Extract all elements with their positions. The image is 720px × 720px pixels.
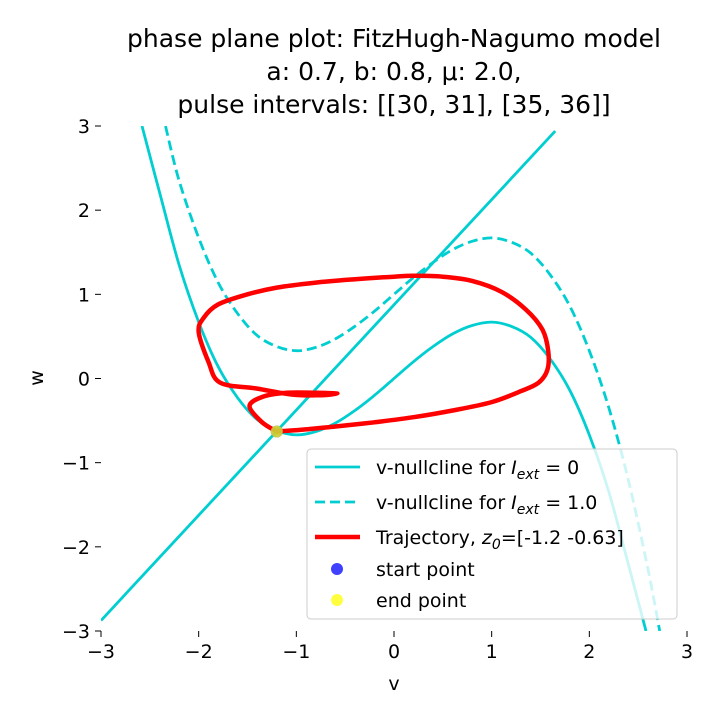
legend-swatch-start-point xyxy=(331,563,343,575)
x-tick-label: −1 xyxy=(282,641,310,663)
y-tick-label: 2 xyxy=(78,200,90,222)
axes: −3 −2 −1 0 1 2 3 −3 −2 −1 0 1 2 3 xyxy=(62,116,693,663)
legend-label-trajectory: Trajectory, z0=[-1.2 -0.63] xyxy=(375,527,624,553)
y-tick-label: −2 xyxy=(62,537,90,559)
legend-0-sub: ext xyxy=(517,467,540,483)
legend-box xyxy=(306,448,678,620)
title-line-2: a: 0.7, b: 0.8, μ: 2.0, xyxy=(266,57,521,86)
legend-1-prefix: v-nullcline for xyxy=(376,492,511,514)
legend-1-suffix: = 1.0 xyxy=(539,492,597,514)
title-line-1: phase plane plot: FitzHugh-Nagumo model xyxy=(127,24,661,53)
legend: v-nullcline for Iext = 0 v-nullcline for… xyxy=(306,448,678,620)
x-tick-label: 1 xyxy=(486,641,498,663)
plot-area xyxy=(101,126,662,631)
x-tick-label: 2 xyxy=(583,641,595,663)
series-line-3 xyxy=(196,273,552,434)
legend-label-start-point: start point xyxy=(376,559,475,581)
series-line-0 xyxy=(140,126,648,631)
legend-swatch-end-point xyxy=(331,594,343,606)
legend-1-math: I xyxy=(511,492,517,514)
legend-3-math: z xyxy=(481,527,493,549)
marker-layer xyxy=(270,425,283,438)
y-tick-label: 0 xyxy=(78,369,90,391)
legend-1-sub: ext xyxy=(517,502,540,518)
y-tick-label: −3 xyxy=(62,621,90,643)
legend-0-math: I xyxy=(511,457,517,479)
legend-label-v-nullcline-1: v-nullcline for Iext = 1.0 xyxy=(376,492,597,518)
y-tick-label: −1 xyxy=(62,453,90,475)
legend-label-end-point: end point xyxy=(376,590,466,612)
end-point-marker xyxy=(270,425,283,438)
legend-3-sub: 0 xyxy=(492,537,501,553)
y-tick-label: 3 xyxy=(78,116,90,138)
legend-0-suffix: = 0 xyxy=(539,457,579,479)
x-tick-label: −3 xyxy=(87,641,115,663)
chart-title: phase plane plot: FitzHugh-Nagumo model … xyxy=(127,24,661,119)
title-line-3: pulse intervals: [[30, 31], [35, 36]] xyxy=(177,90,610,119)
y-axis-label: w xyxy=(26,370,48,386)
x-tick-label: 0 xyxy=(388,641,400,663)
legend-3-prefix: Trajectory, xyxy=(375,527,482,549)
series-line-2 xyxy=(101,130,557,622)
legend-label-v-nullcline-0: v-nullcline for Iext = 0 xyxy=(376,457,579,483)
x-tick-label: 3 xyxy=(681,641,693,663)
x-tick-label: −2 xyxy=(185,641,213,663)
legend-3-suffix: =[-1.2 -0.63] xyxy=(501,527,624,549)
series-line-1 xyxy=(164,126,662,631)
y-tick-label: 1 xyxy=(78,284,90,306)
x-axis-label: v xyxy=(388,673,399,695)
legend-0-prefix: v-nullcline for xyxy=(376,457,511,479)
